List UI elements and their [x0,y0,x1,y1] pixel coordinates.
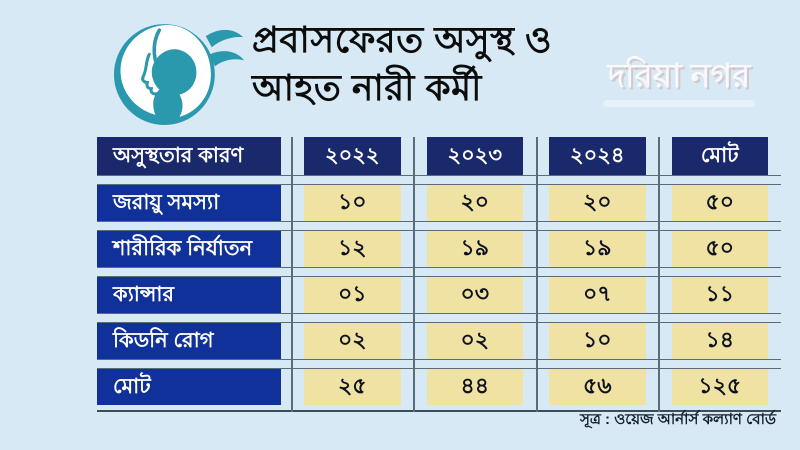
value-cell: ০২ [426,323,523,359]
row-divider-line [97,313,781,323]
column-divider-line [658,137,660,412]
woman-face-logo-icon [113,24,245,125]
value-cell: ২০ [549,185,646,221]
value-cell: ০২ [304,323,401,359]
row-divider-line [97,359,781,369]
total-value-cell: ১২৫ [671,369,768,405]
page-title: প্রবাসফেরত অসুস্থ ও আহত নারী কর্মী [252,16,552,112]
value-cell: ১৪ [671,323,768,359]
watermark-title: দরিয়া নগর [607,57,751,94]
source-note: সূত্র : ওয়েজ আর্নার্স কল্যাণ বোর্ড [579,411,776,428]
row-label-uterus-problem: জরায়ু সমস্যা [97,185,281,221]
value-cell: ৫০ [671,231,768,267]
row-label-kidney-disease: কিডনি রোগ [97,323,281,359]
logo-hair-wisp-lower [209,51,245,67]
value-cell: ১০ [549,323,646,359]
total-value-cell: ২৫ [304,369,401,405]
column-header-cause: অসুস্থতার কারণ [97,137,281,175]
column-divider-line [536,137,538,412]
page-title-line1: প্রবাসফেরত অসুস্থ ও [252,19,553,60]
page-title-line2: আহত নারী কর্মী [252,67,482,108]
total-value-cell: ৫৬ [549,369,646,405]
row-label-total: মোট [97,369,281,405]
logo-hair-face-shape [120,24,211,117]
value-cell: ১২ [304,231,401,267]
row-divider-line [97,175,781,185]
column-divider-line [413,137,415,412]
logo-hair-strand-line [152,28,167,107]
column-header-2023: ২০২৩ [426,137,523,175]
row-label-physical-abuse: শারীরিক নির্যাতন [97,231,281,267]
logo-hair-wisp-upper [205,29,244,48]
value-cell: ০৭ [549,277,646,313]
publisher-watermark: দরিয়া নগর [584,58,774,107]
table-bottom-line [97,405,781,412]
column-header-total: মোট [671,137,768,175]
row-divider-line [97,267,781,277]
row-divider-line [97,221,781,231]
total-value-cell: ৪৪ [426,369,523,405]
column-divider-line [291,137,293,412]
value-cell: ১১ [671,277,768,313]
column-header-2024: ২০২৪ [549,137,646,175]
value-cell: ০১ [304,277,401,313]
data-table: অসুস্থতার কারণ ২০২২ ২০২৩ ২০২৪ মোট জরায়ু… [97,137,781,412]
value-cell: ০৩ [426,277,523,313]
value-cell: ২০ [426,185,523,221]
column-header-2022: ২০২২ [304,137,401,175]
logo-face-profile-line [141,52,159,96]
value-cell: ১৯ [426,231,523,267]
value-cell: ১০ [304,185,401,221]
value-cell: ১৯ [549,231,646,267]
watermark-tagline-bar [603,100,755,107]
row-label-cancer: ক্যান্সার [97,277,281,313]
value-cell: ৫০ [671,185,768,221]
